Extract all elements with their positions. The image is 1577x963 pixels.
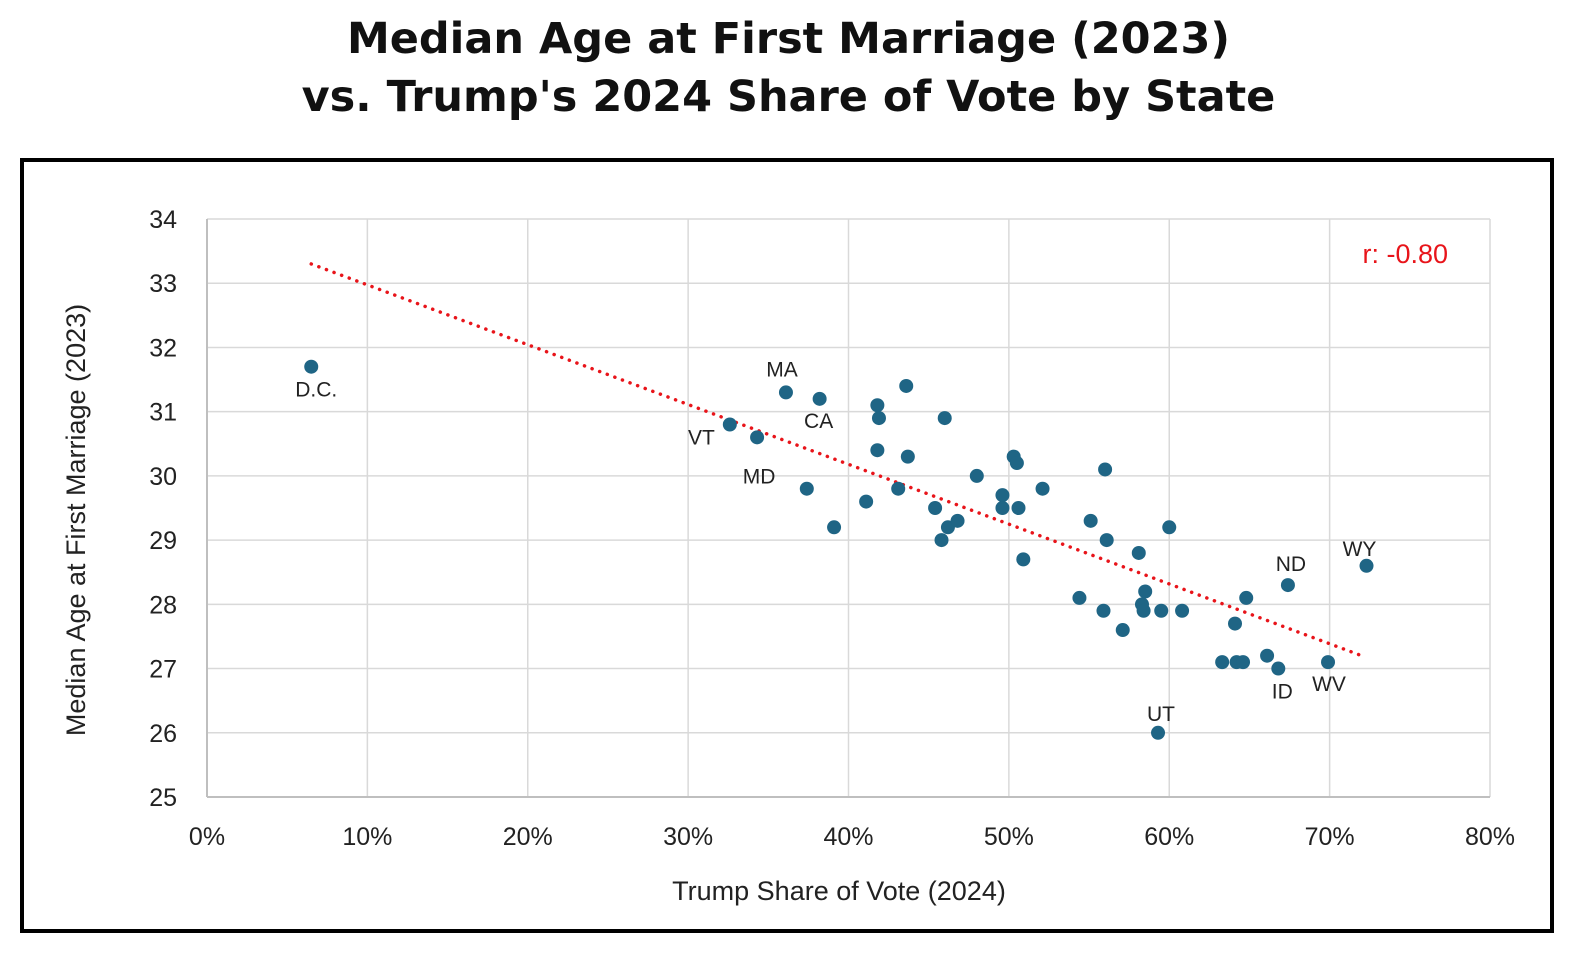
y-tick-label: 30	[149, 463, 177, 491]
y-tick-label: 28	[149, 591, 177, 619]
chart-title: Median Age at First Marriage (2023) vs. …	[0, 10, 1577, 126]
x-tick-label: 80%	[1465, 823, 1515, 851]
data-point	[937, 411, 952, 426]
x-tick-label: 30%	[663, 823, 713, 851]
data-point	[1138, 584, 1153, 599]
chart-frame: D.C. VT MD MA CA UT ID ND WV WY 0% 10% 20% 30% 40% 50%…	[20, 158, 1554, 933]
y-tick-label: 26	[149, 720, 177, 748]
data-point	[1115, 623, 1130, 638]
data-point	[1099, 533, 1114, 548]
data-point	[900, 449, 915, 464]
x-tick-label: 40%	[823, 823, 873, 851]
data-point	[1239, 590, 1254, 605]
data-point	[1154, 603, 1169, 618]
data-point	[1321, 655, 1336, 670]
data-point	[799, 481, 814, 496]
data-point	[827, 520, 842, 535]
x-tick-label: 20%	[503, 823, 553, 851]
data-point	[871, 411, 886, 426]
data-point	[969, 468, 984, 483]
chart-title-line-2: vs. Trump's 2024 Share of Vote by State	[301, 72, 1276, 122]
x-axis-title: Trump Share of Vote (2024)	[672, 876, 1006, 906]
scatter-plot: D.C. VT MD MA CA UT ID ND WV WY 0% 10% 20% 30% 40% 50%…	[61, 206, 1515, 906]
tick-labels: 0% 10% 20% 30% 40% 50% 60% 70% 80% 25 26 27 28 29 30 31…	[149, 206, 1515, 851]
point-label: D.C.	[295, 379, 337, 402]
data-point	[812, 391, 827, 406]
data-point	[1260, 648, 1275, 663]
data-point	[995, 501, 1010, 515]
data-point	[1280, 578, 1295, 593]
point-label: MA	[766, 358, 798, 381]
data-point	[1175, 603, 1190, 618]
data-point	[1011, 501, 1026, 515]
y-tick-label: 29	[149, 527, 177, 555]
data-point	[750, 430, 765, 445]
point-label: UT	[1147, 703, 1175, 726]
data-point	[1359, 558, 1374, 573]
point-label: ND	[1276, 553, 1306, 576]
y-tick-label: 33	[149, 270, 177, 298]
data-point	[1236, 655, 1251, 670]
gridlines	[206, 218, 1491, 798]
data-point	[995, 488, 1010, 503]
point-label: CA	[804, 410, 833, 433]
x-tick-label: 70%	[1305, 823, 1355, 851]
point-label: WV	[1312, 673, 1346, 696]
data-point	[891, 481, 906, 496]
point-label: MD	[743, 465, 776, 488]
data-point	[722, 417, 737, 432]
data-point	[859, 494, 874, 509]
data-point	[1009, 456, 1024, 471]
data-point	[1131, 545, 1146, 560]
y-tick-label: 34	[149, 206, 177, 234]
data-point	[870, 443, 885, 458]
data-point	[1136, 603, 1151, 618]
trendline-group	[309, 262, 1364, 658]
data-point	[304, 359, 319, 374]
data-point	[899, 378, 914, 393]
data-points	[304, 359, 1374, 740]
x-tick-label: 50%	[984, 823, 1034, 851]
data-point	[1016, 552, 1031, 567]
data-point	[1083, 513, 1098, 528]
data-point	[1162, 520, 1177, 535]
y-tick-label: 32	[149, 334, 177, 362]
data-point	[870, 398, 885, 413]
y-tick-label: 31	[149, 399, 177, 427]
data-point	[1228, 616, 1243, 631]
data-point	[950, 513, 965, 528]
correlation-annotation: r: -0.80	[1362, 239, 1448, 269]
data-point	[1271, 661, 1286, 676]
point-label: ID	[1272, 681, 1293, 704]
data-point	[1215, 655, 1230, 670]
data-point	[1096, 603, 1111, 618]
chart-title-line-1: Median Age at First Marriage (2023)	[346, 14, 1231, 64]
point-label: VT	[688, 427, 715, 450]
x-tick-label: 0%	[189, 823, 225, 851]
data-point	[928, 501, 943, 515]
y-axis-title: Median Age at First Marriage (2023)	[61, 304, 91, 736]
data-point	[1151, 725, 1166, 740]
point-label: WY	[1343, 538, 1377, 561]
data-point	[934, 533, 949, 548]
data-point	[778, 385, 793, 400]
data-point	[1098, 462, 1113, 477]
y-tick-label: 27	[149, 656, 177, 684]
trendline	[309, 262, 1364, 658]
x-tick-label: 60%	[1144, 823, 1194, 851]
point-labels: D.C. VT MD MA CA UT ID ND WV WY	[295, 358, 1376, 725]
data-point	[1072, 590, 1087, 605]
y-tick-label: 25	[149, 784, 177, 812]
x-tick-label: 10%	[342, 823, 392, 851]
data-point	[1035, 481, 1050, 496]
